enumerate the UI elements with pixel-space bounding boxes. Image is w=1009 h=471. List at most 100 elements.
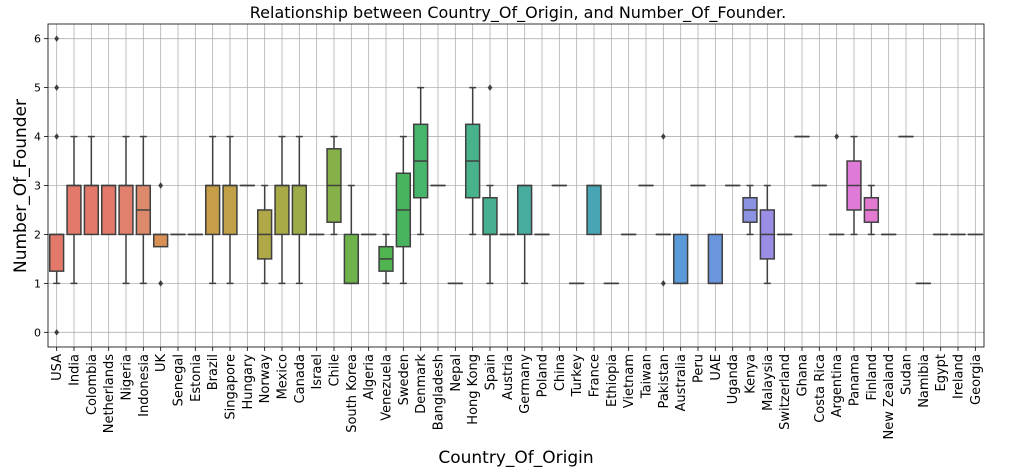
iqr-box <box>482 196 498 236</box>
iqr-box <box>343 233 360 285</box>
iqr-box <box>100 184 117 236</box>
x-tick-label: Ethiopia <box>605 354 620 407</box>
x-tick-label: Indonesia <box>137 354 152 417</box>
box-colombia <box>83 135 100 236</box>
iqr-box <box>707 233 724 285</box>
y-tick-label: 1 <box>34 277 41 290</box>
x-tick-label: Estonia <box>189 354 204 402</box>
box-sweden <box>395 135 412 285</box>
x-tick-label: Kenya <box>744 354 759 394</box>
y-tick-label: 3 <box>34 180 41 193</box>
box-canada <box>291 135 308 285</box>
y-tick-label: 4 <box>34 131 41 144</box>
outlier-point <box>54 133 60 140</box>
y-tick-label: 6 <box>34 33 41 46</box>
x-tick-label: Denmark <box>414 354 429 414</box>
iqr-box <box>274 184 290 236</box>
outlier-point <box>487 84 493 91</box>
x-tick-label: Germany <box>518 354 533 414</box>
x-tick-label: France <box>588 354 603 397</box>
x-tick-label: Israel <box>310 354 325 390</box>
box-australia <box>672 233 689 285</box>
x-tick-label: Nigeria <box>120 354 135 401</box>
box-indonesia <box>135 135 152 285</box>
x-tick-label: Uganda <box>726 354 741 404</box>
x-tick-label: Sweden <box>397 354 412 405</box>
x-tick-label: Vietnam <box>622 354 637 408</box>
x-tick-label: Georgia <box>969 354 984 405</box>
iqr-box <box>516 184 533 236</box>
y-tick-label: 5 <box>34 82 41 95</box>
outlier-point <box>834 133 840 140</box>
outlier-point <box>54 84 60 91</box>
iqr-box <box>152 233 169 248</box>
box-netherlands <box>100 184 117 236</box>
y-axis-label: Number_Of_Founder <box>11 99 31 273</box>
box-india <box>66 135 82 285</box>
box-finland <box>863 184 880 236</box>
box-hong-kong <box>464 86 481 236</box>
x-tick-label: Costa Rica <box>813 354 828 423</box>
box-singapore <box>222 135 238 285</box>
x-tick-label: Malaysia <box>761 354 776 411</box>
box-denmark <box>412 86 429 236</box>
outlier-point <box>660 133 666 140</box>
x-tick-label: Hungary <box>241 354 256 410</box>
x-tick-label: Egypt <box>934 354 949 392</box>
x-tick-label: Netherlands <box>102 354 117 433</box>
box-malaysia <box>759 184 776 285</box>
iqr-box <box>83 184 100 236</box>
x-tick-label: UK <box>154 354 169 373</box>
x-axis-ticks: USA India Colombia Netherlands Nigeria Indone… <box>50 347 984 439</box>
x-tick-label: Canada <box>293 354 308 403</box>
box-usa <box>48 35 65 336</box>
y-axis-ticks: 0 1 2 3 4 5 6 <box>34 33 48 339</box>
x-tick-label: Ireland <box>952 354 967 399</box>
x-tick-label: Austria <box>501 354 516 400</box>
chart-title: Relationship between Country_Of_Origin, … <box>250 3 786 23</box>
x-tick-label: Mexico <box>276 354 291 399</box>
x-tick-label: Poland <box>536 354 551 397</box>
iqr-box <box>204 184 221 236</box>
iqr-box <box>48 233 65 272</box>
x-tick-label: Chile <box>328 354 343 387</box>
x-tick-label: China <box>553 354 568 391</box>
x-tick-label: Argentina <box>830 354 845 417</box>
x-tick-label: Turkey <box>570 354 585 398</box>
outlier-point <box>54 329 60 336</box>
outlier-point <box>158 280 164 287</box>
x-tick-label: Sudan <box>900 354 915 395</box>
iqr-box <box>291 184 308 236</box>
outlier-point <box>660 280 666 287</box>
box-south-korea <box>343 184 360 285</box>
grid-layer <box>48 24 984 347</box>
iqr-box <box>222 184 238 236</box>
iqr-box <box>66 184 82 236</box>
x-axis-label: Country_Of_Origin <box>438 448 593 468</box>
iqr-box <box>586 184 602 236</box>
x-tick-label: Spain <box>484 354 499 390</box>
x-tick-label: Colombia <box>85 354 100 415</box>
x-tick-label: Senegal <box>172 354 187 406</box>
box-uk <box>152 182 169 287</box>
box-chile <box>326 135 342 236</box>
iqr-box <box>672 233 689 285</box>
x-tick-label: Taiwan <box>640 354 655 399</box>
x-tick-label: Brazil <box>206 354 221 390</box>
box-france <box>586 184 602 236</box>
x-tick-label: Pakistan <box>657 354 672 408</box>
x-tick-label: Hong Kong <box>466 354 481 425</box>
x-tick-label: USA <box>50 354 65 381</box>
x-tick-label: Australia <box>674 354 689 412</box>
x-tick-label: Namibia <box>917 354 932 408</box>
box-venezuela <box>378 233 394 285</box>
x-tick-label: Finland <box>865 354 880 400</box>
outlier-point <box>54 35 60 42</box>
x-tick-label: Ghana <box>796 354 811 397</box>
x-tick-label: Singapore <box>224 354 239 420</box>
x-tick-label: Bangladesh <box>432 354 447 430</box>
y-tick-label: 2 <box>34 228 41 241</box>
x-tick-label: South Korea <box>345 354 360 433</box>
x-tick-label: New Zealand <box>882 354 897 439</box>
